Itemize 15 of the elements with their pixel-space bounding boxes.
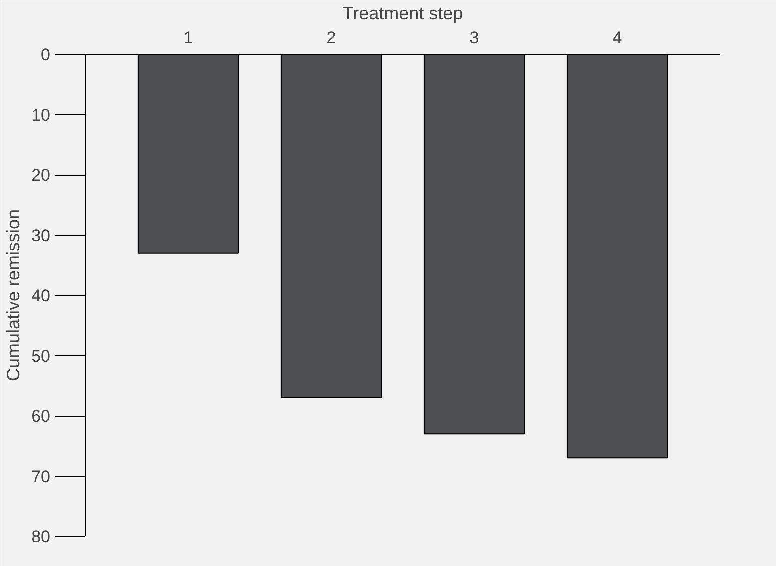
x-tick-label: 1 (184, 28, 194, 48)
x-tick-label: 4 (612, 28, 622, 48)
y-tick-label: 10 (32, 106, 51, 125)
x-axis-title: Treatment step (342, 4, 464, 24)
y-tick-label: 40 (32, 286, 51, 306)
x-tick-label: 2 (326, 28, 336, 48)
y-tick-label: 0 (41, 46, 51, 64)
x-tick-label: 3 (470, 28, 480, 48)
y-tick-label: 20 (32, 166, 51, 185)
y-tick-label: 60 (32, 407, 51, 426)
y-axis-title: Cumulative remission (4, 209, 24, 382)
y-tick-label: 50 (32, 346, 51, 366)
y-tick-label: 80 (32, 528, 51, 546)
y-tick-label: 30 (32, 226, 51, 246)
y-tick-label: 70 (32, 467, 51, 486)
